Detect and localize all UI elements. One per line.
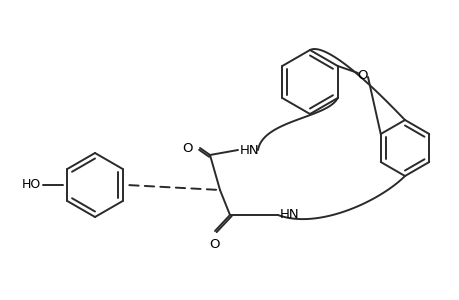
Text: O: O — [357, 68, 368, 82]
Text: HN: HN — [280, 208, 299, 221]
Text: O: O — [182, 142, 193, 154]
Text: O: O — [209, 238, 220, 251]
Text: HN: HN — [240, 143, 259, 157]
Text: HO: HO — [22, 178, 41, 191]
